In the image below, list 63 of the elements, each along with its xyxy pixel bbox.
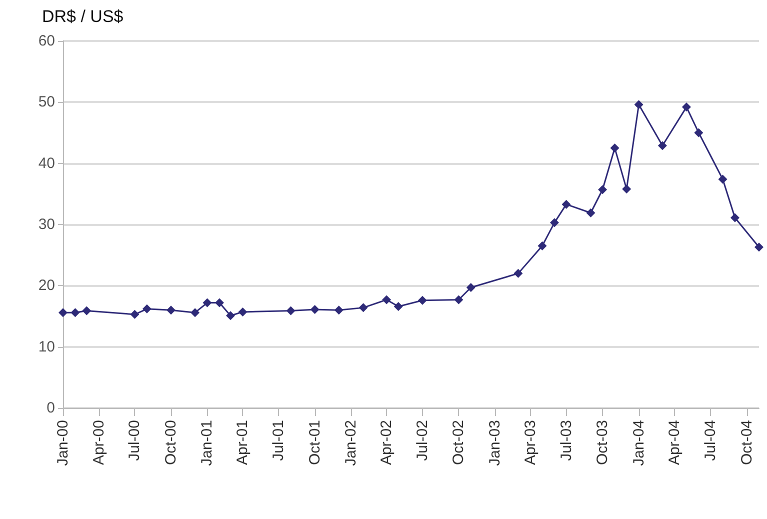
x-tick-label: Apr-03 <box>522 420 539 466</box>
point <box>202 298 212 308</box>
x-tick-label: Oct-00 <box>162 420 180 466</box>
point <box>394 302 403 311</box>
point <box>514 268 523 278</box>
point <box>538 241 547 250</box>
point <box>694 128 704 138</box>
point <box>142 304 152 314</box>
point <box>418 296 427 305</box>
point <box>238 307 248 316</box>
y-tick-label: 30 <box>38 216 55 233</box>
y-tick-label: 20 <box>38 277 55 294</box>
point <box>382 295 392 304</box>
x-tick-label: Jul-00 <box>126 420 144 461</box>
y-tick-label: 50 <box>38 94 55 111</box>
point <box>70 308 80 318</box>
point <box>754 242 764 252</box>
x-tick-label: Apr-00 <box>90 420 108 466</box>
x-tick-label: Oct-04 <box>738 420 756 466</box>
x-tick-label: Jul-01 <box>270 420 288 461</box>
x-tick-label: Oct-02 <box>450 420 468 466</box>
point <box>82 306 92 316</box>
point <box>730 213 740 222</box>
x-tick-label: Apr-02 <box>378 420 396 466</box>
y-tick-label: 0 <box>46 400 55 416</box>
x-tick-label: Jan-02 <box>342 420 360 466</box>
point <box>598 185 608 194</box>
point <box>718 174 728 184</box>
x-tick-label: Apr-04 <box>666 420 684 466</box>
point <box>226 311 235 320</box>
point <box>682 102 691 112</box>
y-tick-label: 60 <box>38 32 55 50</box>
x-tick-label: Jul-02 <box>414 420 431 461</box>
x-tick-label: Oct-01 <box>306 420 324 466</box>
point <box>334 306 344 315</box>
point <box>658 141 667 150</box>
point <box>622 184 632 194</box>
x-tick-label: Jan-01 <box>198 420 216 466</box>
point <box>562 200 571 209</box>
x-tick-label: Apr-01 <box>234 420 252 466</box>
point <box>634 100 644 110</box>
point <box>130 310 140 319</box>
x-tick-label: Jul-03 <box>558 420 575 461</box>
y-axis-title: DR$ / US$ <box>42 7 124 26</box>
point <box>58 308 68 318</box>
x-tick-label: Jul-04 <box>702 420 720 461</box>
point <box>550 218 559 228</box>
y-tick-label: 40 <box>38 154 55 172</box>
point <box>310 305 320 314</box>
point <box>610 144 620 153</box>
point <box>358 303 368 312</box>
point <box>286 306 296 316</box>
point <box>454 295 464 304</box>
point <box>166 306 176 315</box>
point <box>214 298 224 308</box>
x-tick-label: Oct-03 <box>594 420 612 466</box>
point <box>190 308 200 318</box>
x-tick-label: Jan-00 <box>54 420 72 466</box>
point <box>466 283 476 292</box>
y-tick-label: 10 <box>38 338 55 356</box>
point <box>586 208 596 218</box>
x-tick-label: Jan-03 <box>486 420 504 466</box>
x-tick-label: Jan-04 <box>630 420 648 466</box>
